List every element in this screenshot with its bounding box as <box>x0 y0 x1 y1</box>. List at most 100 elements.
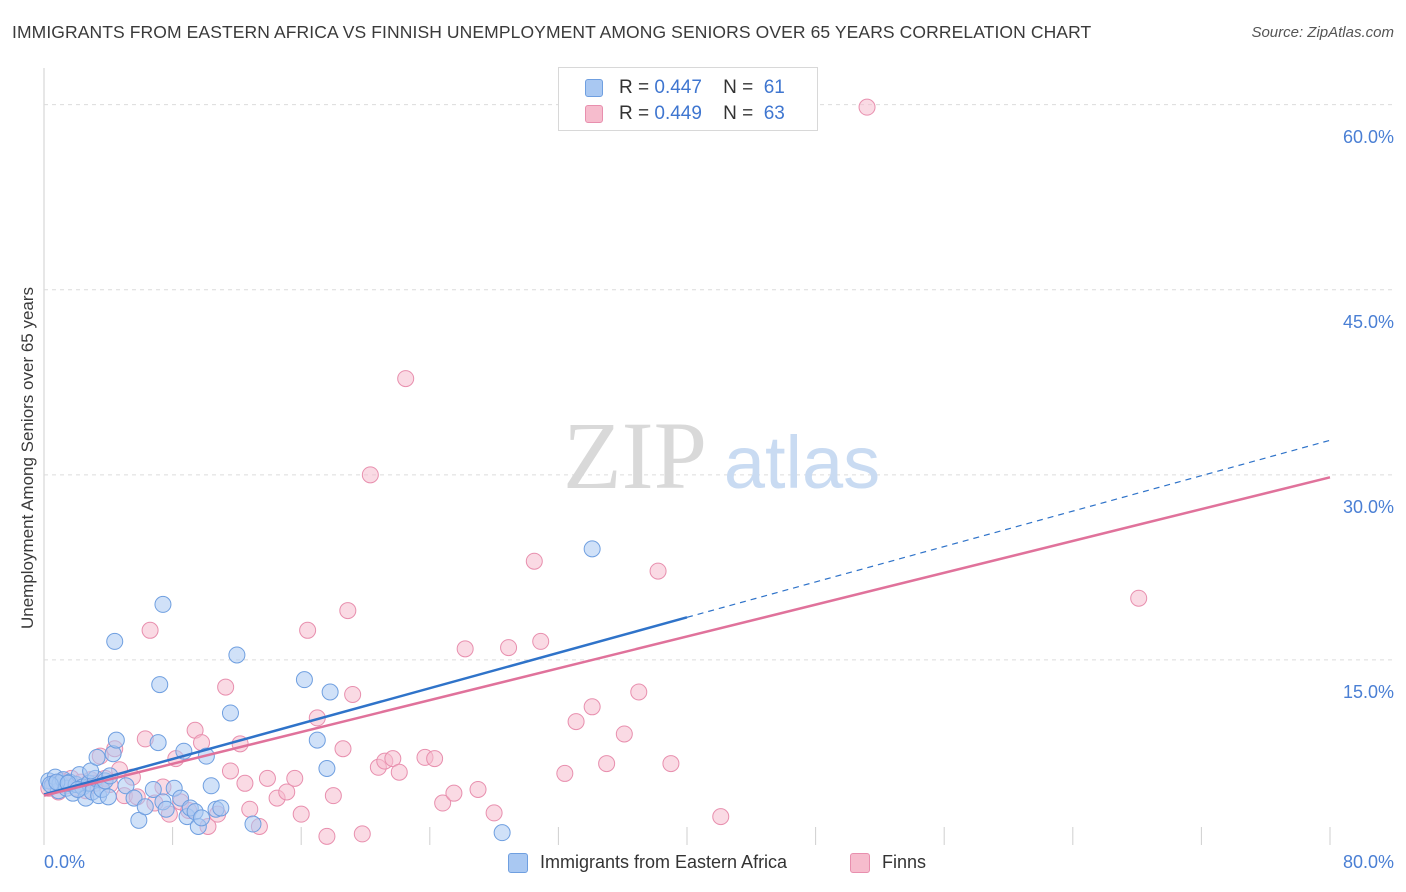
point-eastern-africa <box>202 777 220 795</box>
point-finns <box>712 808 730 826</box>
legend-n-value: 63 <box>763 103 785 124</box>
legend-swatch-pink <box>585 105 603 123</box>
point-eastern-africa <box>82 762 100 780</box>
legend-swatch-blue <box>585 79 603 97</box>
point-eastern-africa <box>107 731 125 749</box>
point-finns <box>500 639 518 657</box>
legend-r-value: 0.449 <box>654 103 702 124</box>
y-tick-label: 60.0% <box>1342 126 1394 147</box>
legend-row-pink: R = 0.449 N = 63 <box>585 102 785 126</box>
point-finns <box>286 769 304 787</box>
point-finns <box>241 800 259 818</box>
source-label: Source: ZipAtlas.com <box>1251 24 1394 41</box>
point-finns <box>532 632 550 650</box>
watermark-zip: ZIP <box>563 402 707 509</box>
point-finns <box>630 683 648 701</box>
point-finns <box>141 621 159 639</box>
point-eastern-africa <box>221 704 239 722</box>
legend-r-label: R = <box>619 77 650 98</box>
point-eastern-africa <box>295 671 313 689</box>
point-finns <box>615 725 633 743</box>
point-eastern-africa <box>154 595 172 613</box>
point-eastern-africa <box>493 824 511 842</box>
point-finns <box>485 804 503 822</box>
point-finns <box>221 762 239 780</box>
point-eastern-africa <box>212 799 230 817</box>
point-finns <box>361 466 379 484</box>
bottom-legend-swatch-pink <box>850 852 870 873</box>
point-finns <box>525 552 543 570</box>
point-finns <box>556 764 574 782</box>
watermark: ZIP atlas <box>563 402 880 509</box>
y-tick-label: 15.0% <box>1342 681 1394 702</box>
point-eastern-africa <box>99 788 117 806</box>
point-eastern-africa <box>144 780 162 798</box>
point-eastern-africa <box>151 676 169 694</box>
point-finns <box>334 740 352 758</box>
point-eastern-africa <box>136 798 154 816</box>
point-finns <box>384 750 402 768</box>
bottom-legend-label-blue: Immigrants from Eastern Africa <box>540 852 788 872</box>
legend: R = 0.447 N = 61 R = 0.449 N = 63 <box>558 67 818 131</box>
point-finns <box>858 98 876 116</box>
legend-row-blue: R = 0.447 N = 61 <box>585 76 785 100</box>
point-eastern-africa <box>88 748 106 766</box>
trend-layer <box>43 439 1331 797</box>
grid-layer <box>43 68 1392 845</box>
point-eastern-africa <box>117 777 135 795</box>
point-finns <box>324 787 342 805</box>
legend-n-label: N = <box>723 77 754 98</box>
point-finns <box>258 769 276 787</box>
point-eastern-africa <box>130 811 148 829</box>
point-finns <box>217 678 235 696</box>
point-eastern-africa <box>193 809 211 827</box>
chart-title: IMMIGRANTS FROM EASTERN AFRICA VS FINNIS… <box>12 22 1092 42</box>
point-finns <box>434 794 452 812</box>
point-finns <box>1130 589 1148 607</box>
y-tick-label: 30.0% <box>1342 496 1394 517</box>
bottom-legend-swatch-blue <box>508 852 528 873</box>
point-finns <box>339 602 357 620</box>
legend-n-label: N = <box>723 103 754 124</box>
point-finns <box>344 685 362 703</box>
x-tick-min: 0.0% <box>44 852 86 872</box>
y-tick-label: 45.0% <box>1342 311 1394 332</box>
watermark-atlas: atlas <box>724 421 880 504</box>
point-eastern-africa <box>321 683 339 701</box>
point-finns <box>278 783 296 801</box>
point-finns <box>299 621 317 639</box>
point-finns <box>292 805 310 823</box>
point-finns <box>662 755 680 773</box>
point-finns <box>469 780 487 798</box>
trend-line-finns <box>43 476 1331 797</box>
trend-line-eastern-africa <box>43 616 688 796</box>
point-finns <box>456 640 474 658</box>
x-tick-max: 80.0% <box>1342 852 1394 872</box>
bottom-legend-blue: Immigrants from Eastern Africa <box>508 852 787 873</box>
point-finns <box>426 750 444 768</box>
point-finns <box>318 827 336 845</box>
point-eastern-africa <box>244 815 262 833</box>
point-finns <box>583 698 601 716</box>
bottom-legend-pink: Finns <box>850 852 926 873</box>
legend-r-label: R = <box>619 103 650 124</box>
point-eastern-africa <box>149 734 167 752</box>
point-finns <box>397 370 415 388</box>
point-finns <box>649 562 667 580</box>
point-finns <box>353 825 371 843</box>
point-eastern-africa <box>157 800 175 818</box>
point-eastern-africa <box>125 789 143 807</box>
point-eastern-africa <box>318 760 336 777</box>
point-eastern-africa <box>106 632 124 650</box>
point-finns <box>567 713 585 731</box>
legend-n-value: 61 <box>763 77 785 98</box>
point-eastern-africa <box>308 731 326 749</box>
legend-r-value: 0.447 <box>654 77 702 98</box>
point-finns <box>445 784 463 802</box>
point-eastern-africa <box>228 646 246 664</box>
point-finns <box>236 774 254 792</box>
point-finns <box>390 763 408 781</box>
point-eastern-africa <box>583 540 601 558</box>
point-finns <box>598 755 616 773</box>
